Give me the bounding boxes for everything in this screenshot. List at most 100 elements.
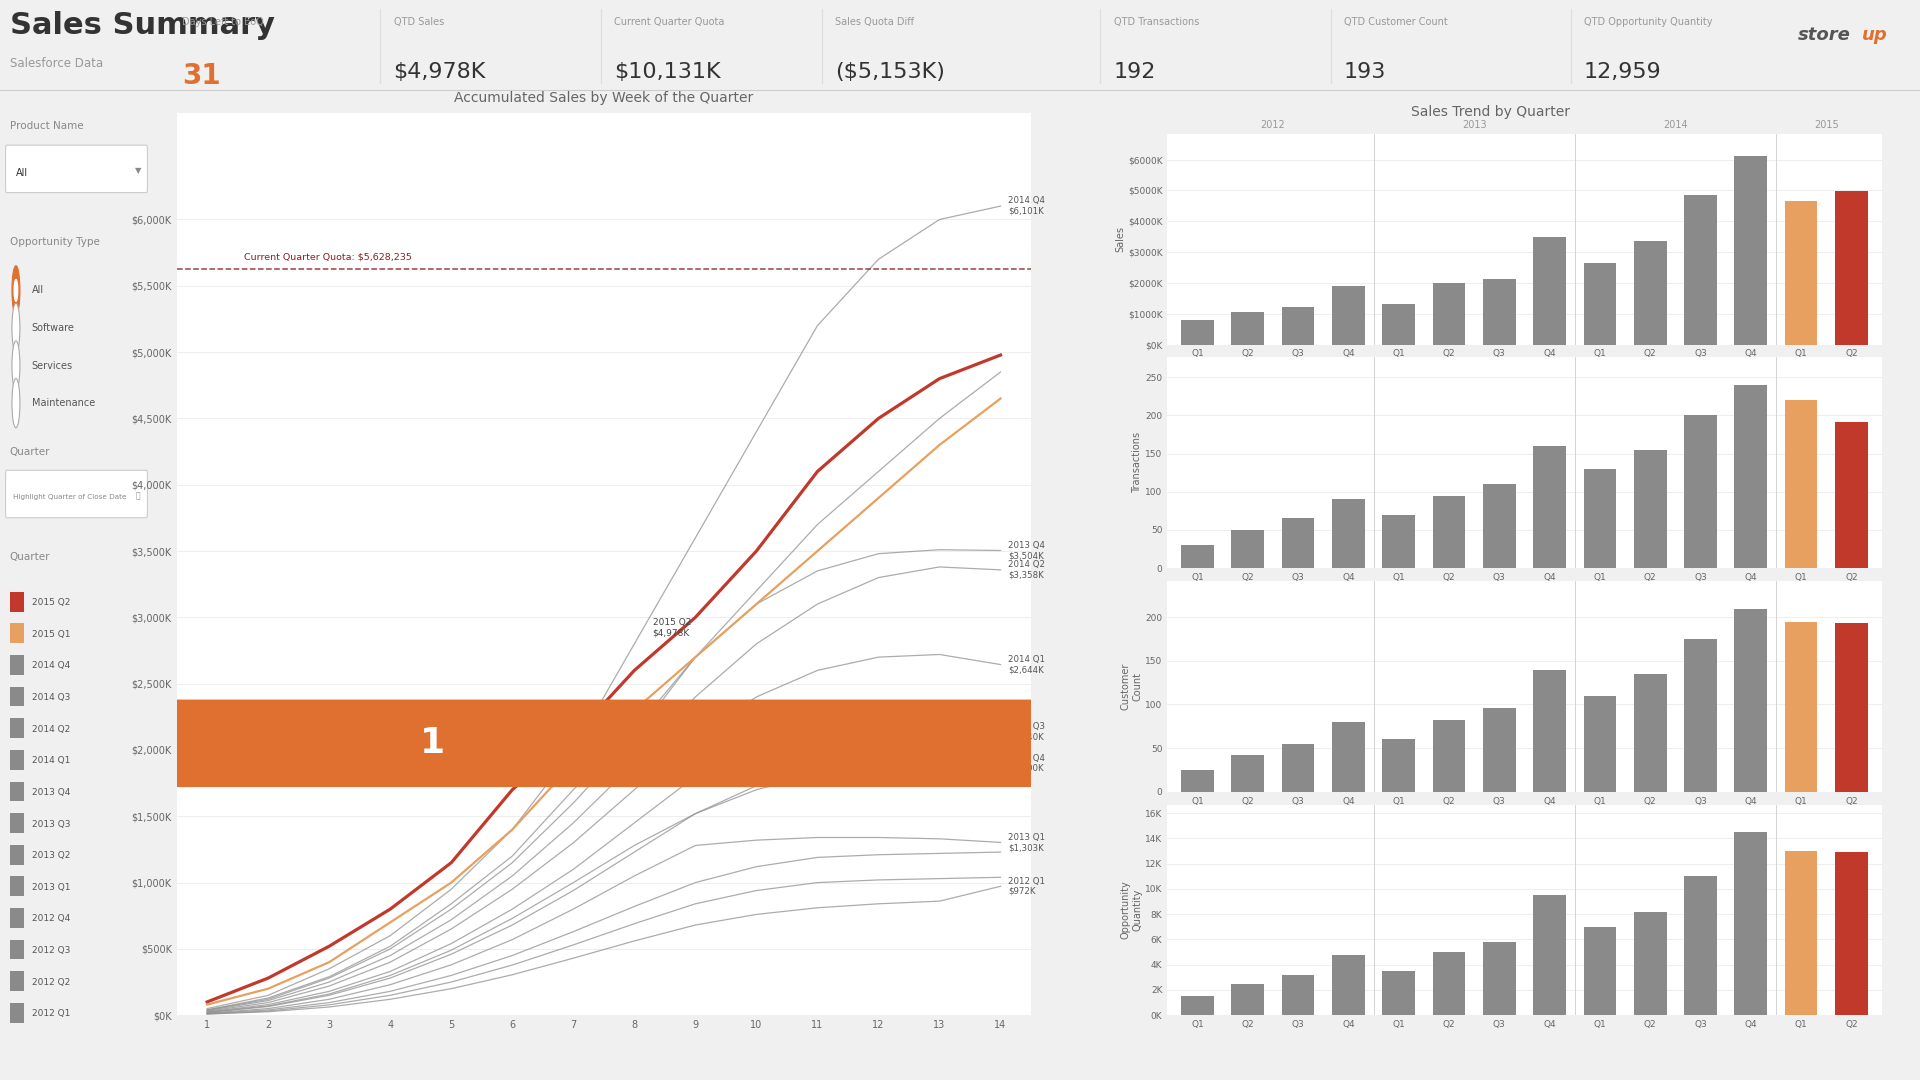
Y-axis label: Opportunity
Quantity: Opportunity Quantity — [1121, 880, 1142, 940]
Bar — [1332, 955, 1365, 1015]
Bar — [1482, 279, 1515, 345]
Text: 🔍: 🔍 — [136, 491, 140, 500]
Text: 2014 Q1
$2,644K: 2014 Q1 $2,644K — [1008, 654, 1044, 674]
Text: 2013 Q1: 2013 Q1 — [33, 882, 71, 892]
Bar — [10, 718, 23, 738]
Bar — [1482, 484, 1515, 568]
Bar — [1432, 283, 1465, 345]
Bar — [1332, 721, 1365, 792]
Bar — [1786, 401, 1818, 568]
Bar — [10, 940, 23, 959]
Text: QTD Customer Count: QTD Customer Count — [1344, 16, 1448, 27]
Bar — [1584, 927, 1617, 1015]
Text: 192: 192 — [1114, 63, 1156, 82]
Bar — [1836, 421, 1868, 568]
Bar — [10, 656, 23, 675]
Bar — [10, 813, 23, 833]
Y-axis label: Transactions: Transactions — [1133, 432, 1142, 494]
Bar — [1283, 518, 1315, 568]
Text: 2014 Q1: 2014 Q1 — [33, 756, 71, 766]
Bar — [1534, 895, 1567, 1015]
Text: 2013 Q1
$1,303K: 2013 Q1 $1,303K — [1008, 833, 1044, 852]
Text: 1: 1 — [420, 727, 445, 760]
Text: Current Quarter Quota: $5,628,235: Current Quarter Quota: $5,628,235 — [244, 253, 411, 261]
Bar — [1634, 449, 1667, 568]
Bar — [10, 750, 23, 770]
Text: $4,978K: $4,978K — [394, 63, 486, 82]
Bar — [1332, 286, 1365, 345]
Bar — [1734, 384, 1766, 568]
Bar — [1836, 623, 1868, 792]
Bar — [1181, 996, 1213, 1015]
Text: Opportunity Type: Opportunity Type — [10, 238, 100, 247]
Bar — [1786, 851, 1818, 1015]
Text: $10,131K: $10,131K — [614, 63, 722, 82]
Bar — [1382, 740, 1415, 792]
Bar — [1382, 515, 1415, 568]
Text: 12,959: 12,959 — [1584, 63, 1661, 82]
Text: Quarter: Quarter — [10, 446, 50, 457]
Text: Salesforce Data: Salesforce Data — [10, 57, 104, 70]
Text: QTD Transactions: QTD Transactions — [1114, 16, 1198, 27]
Bar — [1584, 696, 1617, 792]
Text: Sales Trend by Quarter: Sales Trend by Quarter — [1411, 106, 1571, 119]
Text: Highlight Quarter of Close Date: Highlight Quarter of Close Date — [13, 494, 127, 500]
Bar — [10, 971, 23, 991]
Text: up: up — [1862, 26, 1887, 44]
Y-axis label: Customer
Count: Customer Count — [1121, 663, 1142, 710]
Bar — [1482, 707, 1515, 792]
Bar — [10, 592, 23, 611]
Title: Accumulated Sales by Week of the Quarter: Accumulated Sales by Week of the Quarter — [455, 92, 753, 105]
Text: 2013 Q3: 2013 Q3 — [33, 820, 71, 828]
Bar — [1684, 876, 1716, 1015]
Bar — [10, 1003, 23, 1023]
Text: 2013 Q4
$3,504K: 2013 Q4 $3,504K — [1008, 541, 1044, 561]
Bar — [1231, 530, 1263, 568]
Text: Sales Summary: Sales Summary — [10, 11, 275, 40]
Text: 31: 31 — [182, 63, 221, 91]
Bar — [1534, 670, 1567, 792]
Text: store: store — [1797, 26, 1851, 44]
Bar — [1684, 416, 1716, 568]
Bar — [10, 908, 23, 928]
Text: QTD Opportunity Quantity: QTD Opportunity Quantity — [1584, 16, 1713, 27]
Circle shape — [12, 266, 19, 315]
Circle shape — [13, 280, 17, 301]
Text: Maintenance: Maintenance — [33, 399, 96, 408]
Bar — [10, 687, 23, 706]
Bar — [1231, 984, 1263, 1015]
Text: 2012 Q3: 2012 Q3 — [33, 946, 71, 955]
Bar — [10, 877, 23, 896]
Text: 2014 Q4
$6,101K: 2014 Q4 $6,101K — [1008, 197, 1044, 216]
Bar — [1231, 312, 1263, 345]
Text: ($5,153K): ($5,153K) — [835, 63, 945, 82]
Bar — [1534, 237, 1567, 345]
Text: 2015 Q1: 2015 Q1 — [33, 630, 71, 639]
Text: 2013 Q4: 2013 Q4 — [33, 788, 71, 797]
Bar — [1283, 744, 1315, 792]
Bar — [1634, 912, 1667, 1015]
Text: 2014: 2014 — [1663, 120, 1688, 130]
Text: 2014 Q2: 2014 Q2 — [33, 725, 71, 733]
Bar — [1332, 499, 1365, 568]
Text: Quarter: Quarter — [10, 552, 50, 563]
Text: 2012 Q1
$972K: 2012 Q1 $972K — [1008, 877, 1044, 896]
Bar — [10, 623, 23, 644]
Bar — [1432, 496, 1465, 568]
Bar — [1231, 755, 1263, 792]
FancyBboxPatch shape — [6, 145, 148, 192]
Text: All: All — [15, 167, 29, 178]
Bar — [1181, 770, 1213, 792]
Bar — [1786, 622, 1818, 792]
Bar — [1181, 320, 1213, 345]
FancyBboxPatch shape — [6, 470, 148, 517]
Bar — [1734, 608, 1766, 792]
Bar — [1432, 953, 1465, 1015]
Text: 2012 Q1: 2012 Q1 — [33, 1010, 71, 1018]
Text: 2013 Q3
$2,140K: 2013 Q3 $2,140K — [1008, 721, 1044, 741]
Text: Current Quarter Quota: Current Quarter Quota — [614, 16, 724, 27]
Bar — [1181, 545, 1213, 568]
Bar — [10, 845, 23, 865]
Ellipse shape — [0, 700, 1920, 787]
Text: 2014 Q4: 2014 Q4 — [33, 661, 71, 671]
